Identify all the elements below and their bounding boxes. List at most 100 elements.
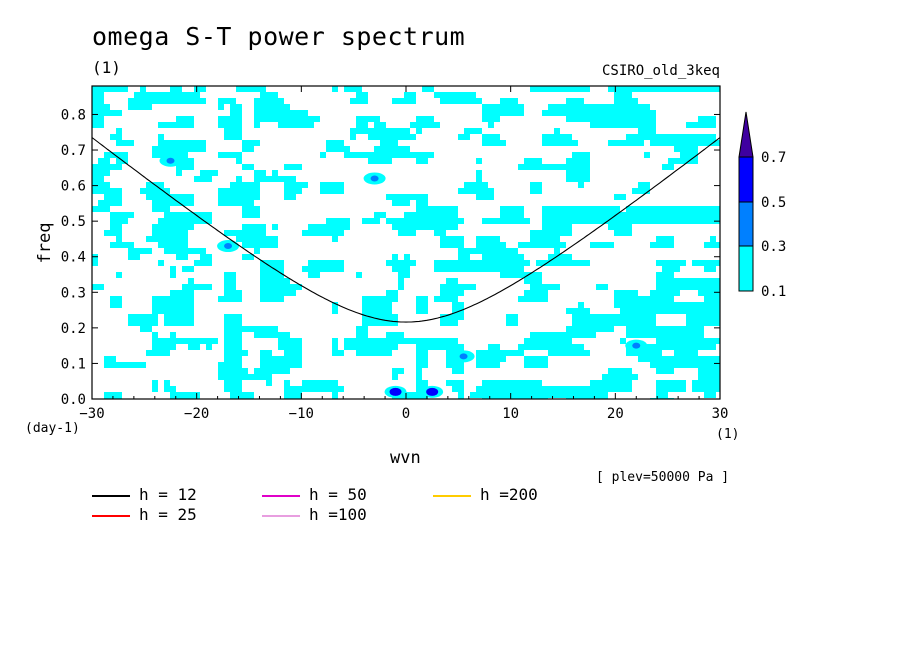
contour-cell [554,338,560,344]
contour-cell [170,314,176,320]
contour-cell [710,338,716,344]
contour-cell [596,392,602,398]
contour-cell [650,314,656,320]
contour-cell [500,248,506,254]
contour-cell [686,308,692,314]
contour-cell [332,350,338,356]
contour-cell [356,350,362,356]
contour-cell [314,386,320,392]
contour-cell [110,242,116,248]
contour-cell [404,152,410,158]
contour-cell [206,284,212,290]
contour-cell [188,122,194,128]
contour-cell [680,356,686,362]
contour-cell [548,218,554,224]
contour-cell [386,344,392,350]
contour-cell [98,86,104,92]
contour-cell [470,266,476,272]
contour-cell [206,260,212,266]
contour-cell [488,386,494,392]
contour-cell [164,194,170,200]
contour-cell [566,170,572,176]
contour-cell [698,122,704,128]
contour-cell [632,302,638,308]
contour-cell [590,386,596,392]
contour-cell [602,374,608,380]
contour-cell [182,164,188,170]
contour-cell [710,218,716,224]
contour-cell [260,368,266,374]
contour-cell [284,176,290,182]
contour-cell [392,296,398,302]
contour-cell [446,284,452,290]
contour-cell [194,146,200,152]
contour-cell [674,380,680,386]
contour-cell [398,194,404,200]
contour-cell [434,296,440,302]
contour-cell [212,338,218,344]
contour-cell [254,332,260,338]
colorbar-label: 0.3 [761,239,786,255]
contour-cell [494,254,500,260]
contour-cell [110,194,116,200]
contour-cell [140,320,146,326]
contour-cell [386,308,392,314]
contour-cell [584,392,590,398]
contour-cell [254,212,260,218]
contour-cell [236,314,242,320]
contour-cell [458,98,464,104]
contour-cell [698,386,704,392]
contour-cell [260,350,266,356]
contour-cell [458,284,464,290]
contour-cell [572,98,578,104]
contour-cell [446,380,452,386]
contour-cell [404,230,410,236]
contour-cell [224,350,230,356]
contour-cell [290,290,296,296]
contour-cell [302,230,308,236]
contour-cell [368,296,374,302]
contour-cell [584,110,590,116]
contour-cell [686,86,692,92]
contour-cell [440,224,446,230]
contour-cell [632,326,638,332]
contour-cell [692,356,698,362]
contour-cell [602,122,608,128]
contour-cell [650,242,656,248]
contour-cell [608,242,614,248]
contour-cell [200,98,206,104]
contour-cell [230,104,236,110]
contour-cell [650,308,656,314]
contour-cell [590,380,596,386]
contour-cell [578,116,584,122]
contour-cell [506,260,512,266]
contour-cell [164,122,170,128]
contour-cell [620,218,626,224]
contour-cell [392,140,398,146]
contour-cell [326,224,332,230]
contour-cell [704,338,710,344]
contour-cell [578,320,584,326]
contour-cell [632,314,638,320]
contour-cell [170,320,176,326]
contour-cell [584,158,590,164]
contour-cell [692,212,698,218]
contour-cell [92,284,98,290]
contour-cell [674,206,680,212]
contour-cell [242,182,248,188]
contour-cell [674,326,680,332]
contour-cell [590,116,596,122]
contour-cell [620,212,626,218]
contour-cell [614,230,620,236]
contour-cell [146,188,152,194]
contour-cell [236,176,242,182]
contour-cell [692,206,698,212]
contour-cell [236,338,242,344]
contour-cell [374,152,380,158]
contour-cell [164,248,170,254]
contour-cell [182,116,188,122]
dispersion-curve-h12 [92,137,720,323]
contour-cell [698,356,704,362]
contour-cell [434,212,440,218]
contour-cell [644,344,650,350]
